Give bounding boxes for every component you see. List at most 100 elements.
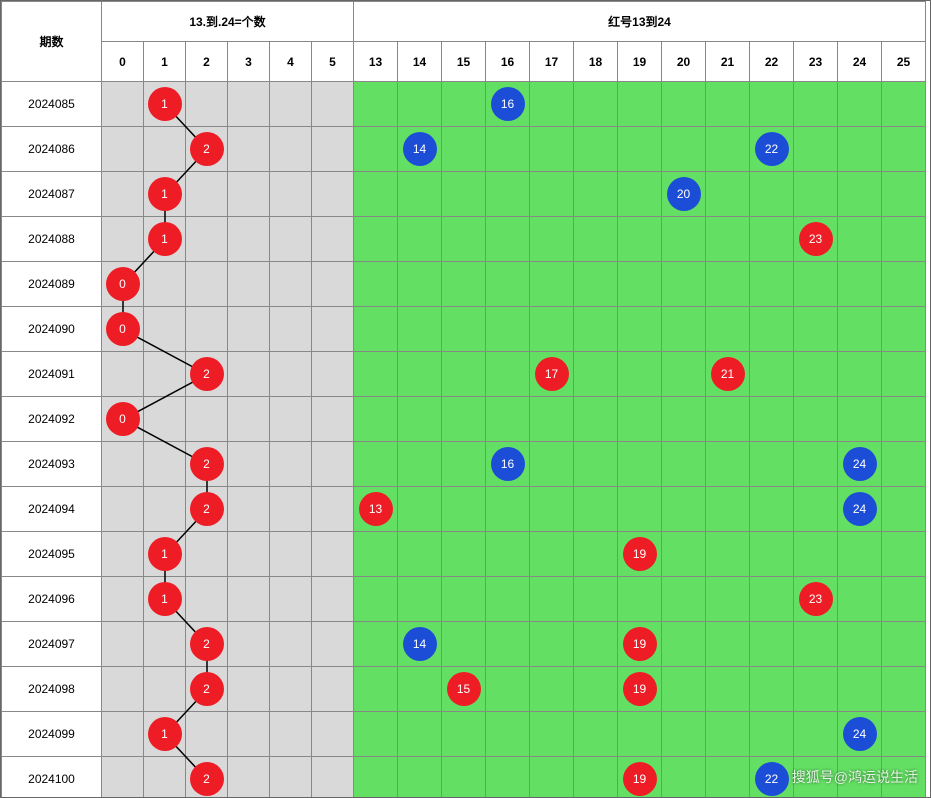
count-ball: 2 (190, 492, 224, 526)
count-cell (186, 712, 228, 757)
num-ball: 24 (843, 492, 877, 526)
num-cell (838, 307, 882, 352)
count-cell: 2 (186, 487, 228, 532)
count-cell (102, 622, 144, 667)
num-cell (574, 757, 618, 798)
num-cell (750, 82, 794, 127)
num-cell (618, 82, 662, 127)
num-cell (486, 622, 530, 667)
count-cell (270, 532, 312, 577)
count-cell: 0 (102, 307, 144, 352)
count-ball: 1 (148, 717, 182, 751)
num-cell: 22 (750, 757, 794, 798)
count-ball: 2 (190, 447, 224, 481)
num-cell (706, 712, 750, 757)
num-cell (662, 217, 706, 262)
header-count-1: 1 (144, 42, 186, 82)
count-ball: 0 (106, 267, 140, 301)
num-cell (662, 712, 706, 757)
num-cell (398, 397, 442, 442)
num-cell (750, 217, 794, 262)
num-cell (486, 262, 530, 307)
num-ball: 16 (491, 447, 525, 481)
count-cell (144, 127, 186, 172)
period-cell: 2024092 (2, 397, 102, 442)
count-cell (270, 667, 312, 712)
period-cell: 2024086 (2, 127, 102, 172)
count-cell (270, 127, 312, 172)
num-cell (574, 487, 618, 532)
count-cell (270, 622, 312, 667)
table-row: 202410021922 (2, 757, 926, 798)
num-cell (706, 307, 750, 352)
num-cell (662, 442, 706, 487)
count-cell (186, 217, 228, 262)
num-cell (398, 262, 442, 307)
num-cell (882, 397, 926, 442)
count-cell (144, 307, 186, 352)
count-cell (144, 667, 186, 712)
num-cell (750, 532, 794, 577)
num-cell (398, 352, 442, 397)
num-cell (530, 442, 574, 487)
num-cell (486, 487, 530, 532)
header-count-5: 5 (312, 42, 354, 82)
num-cell (354, 622, 398, 667)
num-cell (354, 82, 398, 127)
num-cell (574, 307, 618, 352)
num-cell (442, 217, 486, 262)
num-cell (882, 622, 926, 667)
num-cell (794, 397, 838, 442)
num-cell (354, 307, 398, 352)
num-cell (442, 442, 486, 487)
count-ball: 2 (190, 132, 224, 166)
num-cell (618, 307, 662, 352)
count-cell (312, 667, 354, 712)
num-cell (530, 397, 574, 442)
num-cell (486, 757, 530, 798)
table-row: 20240900 (2, 307, 926, 352)
num-cell (618, 217, 662, 262)
num-cell (486, 667, 530, 712)
header-period: 期数 (2, 2, 102, 82)
count-cell (144, 397, 186, 442)
num-cell (398, 577, 442, 622)
header-num-20: 20 (662, 42, 706, 82)
count-ball: 2 (190, 672, 224, 706)
header-num-22: 22 (750, 42, 794, 82)
num-cell (662, 307, 706, 352)
num-cell (442, 487, 486, 532)
count-ball: 1 (148, 222, 182, 256)
count-cell (228, 397, 270, 442)
num-cell (442, 172, 486, 217)
num-cell (486, 127, 530, 172)
num-ball: 21 (711, 357, 745, 391)
num-cell (794, 262, 838, 307)
num-cell (442, 577, 486, 622)
num-cell (442, 262, 486, 307)
num-cell (530, 217, 574, 262)
count-cell (228, 577, 270, 622)
num-ball: 23 (799, 222, 833, 256)
num-cell (662, 757, 706, 798)
count-cell (312, 352, 354, 397)
num-cell (882, 667, 926, 712)
count-ball: 2 (190, 762, 224, 796)
count-cell (228, 712, 270, 757)
num-cell (486, 172, 530, 217)
period-cell: 2024095 (2, 532, 102, 577)
num-cell (618, 397, 662, 442)
num-cell (882, 712, 926, 757)
num-cell (794, 82, 838, 127)
num-cell (574, 712, 618, 757)
num-cell (354, 712, 398, 757)
count-cell: 2 (186, 442, 228, 487)
num-cell (442, 82, 486, 127)
num-cell: 20 (662, 172, 706, 217)
count-cell: 2 (186, 667, 228, 712)
num-cell (530, 622, 574, 667)
count-cell (102, 352, 144, 397)
num-ball: 19 (623, 672, 657, 706)
num-cell (706, 262, 750, 307)
num-cell (530, 307, 574, 352)
